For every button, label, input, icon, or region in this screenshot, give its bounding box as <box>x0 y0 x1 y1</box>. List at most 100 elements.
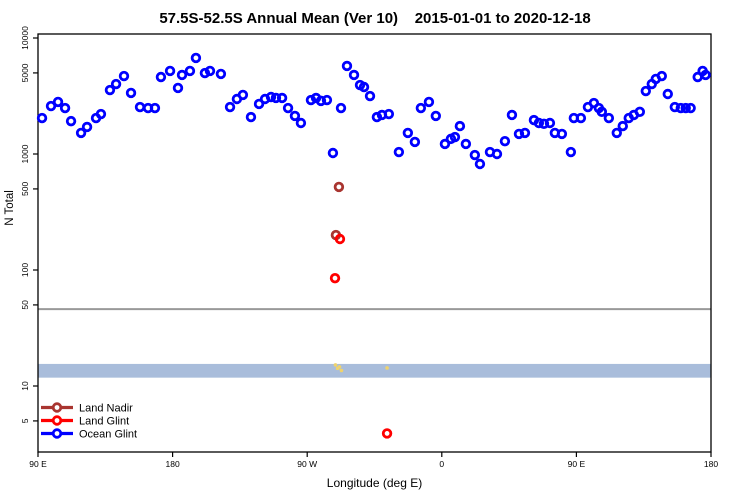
data-point <box>513 128 525 140</box>
x-tick-label: 180 <box>166 459 180 469</box>
data-point <box>415 102 427 114</box>
y-axis-title: N Total <box>4 190 16 226</box>
data-point <box>538 118 550 130</box>
y-tick-label: 1000 <box>20 144 30 163</box>
y-tick-label: 5 <box>20 418 30 423</box>
data-point <box>685 102 696 114</box>
data-point <box>449 131 461 143</box>
legend-circle-marker <box>51 415 63 426</box>
data-point <box>634 106 646 118</box>
data-point <box>656 70 667 82</box>
y-tick-label: 10000 <box>20 26 30 50</box>
data-point <box>190 52 202 64</box>
data-point <box>75 127 87 139</box>
data-point <box>402 127 414 139</box>
y-tick-label: 10 <box>20 381 30 391</box>
legend-label: Land Nadir <box>79 402 133 414</box>
legend-label: Land Glint <box>79 415 129 427</box>
data-point <box>334 233 346 245</box>
data-point <box>59 102 71 114</box>
data-point <box>499 135 511 147</box>
data-point <box>199 67 211 79</box>
data-point <box>282 102 294 114</box>
data-point <box>172 82 184 94</box>
data-point <box>321 94 333 106</box>
data-point <box>565 146 577 158</box>
data-point <box>339 368 344 373</box>
data-point <box>393 146 405 158</box>
data-point <box>675 102 686 114</box>
data-point <box>125 87 137 99</box>
data-point <box>333 181 345 193</box>
plot-border <box>37 33 712 453</box>
data-point <box>409 136 421 148</box>
data-point <box>700 69 711 81</box>
data-point <box>110 78 122 90</box>
data-point <box>617 120 628 132</box>
data-point <box>454 120 466 132</box>
data-point <box>253 98 265 110</box>
data-point <box>164 65 176 77</box>
legend-circle-marker <box>51 402 63 413</box>
data-point <box>575 112 587 124</box>
y-tick-label: 5000 <box>20 63 30 82</box>
data-point <box>333 363 338 367</box>
data-point <box>469 149 481 161</box>
data-point <box>358 81 370 93</box>
data-point <box>603 112 615 124</box>
data-point <box>104 84 116 96</box>
data-point <box>348 69 360 81</box>
data-point <box>134 101 146 113</box>
data-point <box>215 68 227 80</box>
series-land-nadir <box>330 181 345 241</box>
data-point <box>460 138 472 150</box>
data-point <box>95 108 107 120</box>
data-point <box>184 65 196 77</box>
data-point <box>544 117 556 129</box>
data-point <box>680 102 691 114</box>
data-point <box>276 92 288 104</box>
y-tick-label: 500 <box>20 182 30 196</box>
data-point <box>237 89 249 101</box>
x-tick-label: 0 <box>439 459 444 469</box>
data-point <box>381 428 393 439</box>
series-land-glint <box>329 233 393 439</box>
data-point <box>289 110 301 122</box>
data-point <box>81 121 93 133</box>
data-point <box>265 91 277 103</box>
data-point <box>383 108 395 120</box>
data-point <box>506 109 518 121</box>
data-point <box>45 100 57 112</box>
x-tick-label: 180 <box>704 459 718 469</box>
data-point <box>491 148 503 160</box>
data-point <box>430 110 442 122</box>
chart-title: 57.5S-52.5S Annual Mean (Ver 10) 2015-01… <box>159 10 591 27</box>
series-ocean-glint <box>36 52 711 170</box>
data-point <box>596 106 608 118</box>
data-point <box>329 272 341 284</box>
data-point <box>611 127 622 139</box>
data-point <box>149 102 161 114</box>
data-point <box>224 101 236 113</box>
data-point <box>439 138 451 150</box>
data-point <box>364 90 376 102</box>
data-point <box>52 96 64 108</box>
data-point <box>423 96 435 108</box>
data-point <box>305 94 317 106</box>
data-point <box>204 65 216 77</box>
data-point <box>669 101 681 113</box>
x-tick-label: 90 E <box>568 459 586 469</box>
data-point <box>36 112 48 124</box>
data-point <box>335 102 347 114</box>
data-point <box>270 92 282 104</box>
legend-circle-marker <box>51 428 63 439</box>
data-point <box>337 365 342 369</box>
x-axis-title: Longitude (deg E) <box>327 476 422 490</box>
legend-label: Ocean Glint <box>79 428 137 440</box>
x-tick-label: 90 W <box>297 459 317 469</box>
data-point <box>474 158 486 170</box>
data-point <box>385 366 389 370</box>
